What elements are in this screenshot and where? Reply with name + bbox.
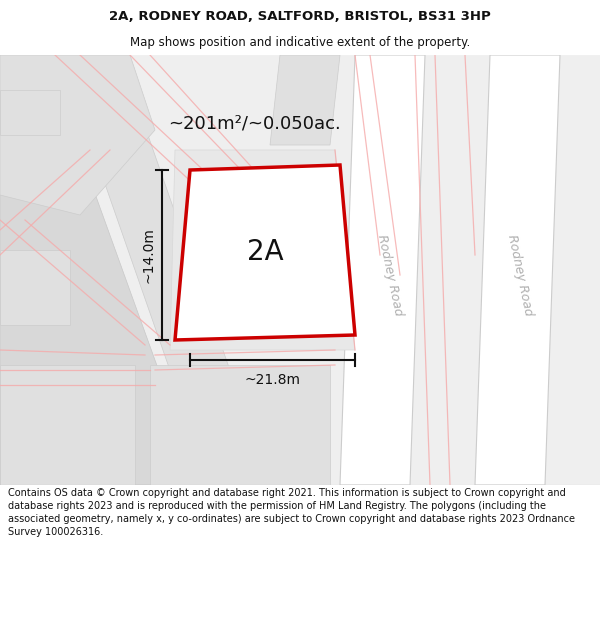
Polygon shape: [175, 165, 355, 340]
Text: Rodney Road: Rodney Road: [505, 233, 535, 317]
Polygon shape: [150, 365, 330, 485]
Text: 2A: 2A: [247, 239, 283, 266]
Polygon shape: [60, 55, 270, 485]
Text: ~21.8m: ~21.8m: [245, 373, 301, 387]
Polygon shape: [0, 250, 70, 325]
Polygon shape: [0, 55, 155, 215]
Polygon shape: [475, 55, 560, 485]
Text: Map shows position and indicative extent of the property.: Map shows position and indicative extent…: [130, 36, 470, 49]
Polygon shape: [0, 365, 135, 485]
Text: Rodney Road: Rodney Road: [375, 233, 405, 317]
Text: Contains OS data © Crown copyright and database right 2021. This information is : Contains OS data © Crown copyright and d…: [8, 488, 575, 538]
Text: ~201m²/~0.050ac.: ~201m²/~0.050ac.: [169, 114, 341, 132]
Polygon shape: [0, 90, 60, 135]
Polygon shape: [0, 55, 600, 485]
Polygon shape: [340, 55, 425, 485]
Polygon shape: [270, 55, 340, 145]
Text: ~14.0m: ~14.0m: [141, 227, 155, 283]
Text: 2A, RODNEY ROAD, SALTFORD, BRISTOL, BS31 3HP: 2A, RODNEY ROAD, SALTFORD, BRISTOL, BS31…: [109, 10, 491, 23]
Polygon shape: [170, 150, 355, 350]
Polygon shape: [0, 55, 200, 485]
